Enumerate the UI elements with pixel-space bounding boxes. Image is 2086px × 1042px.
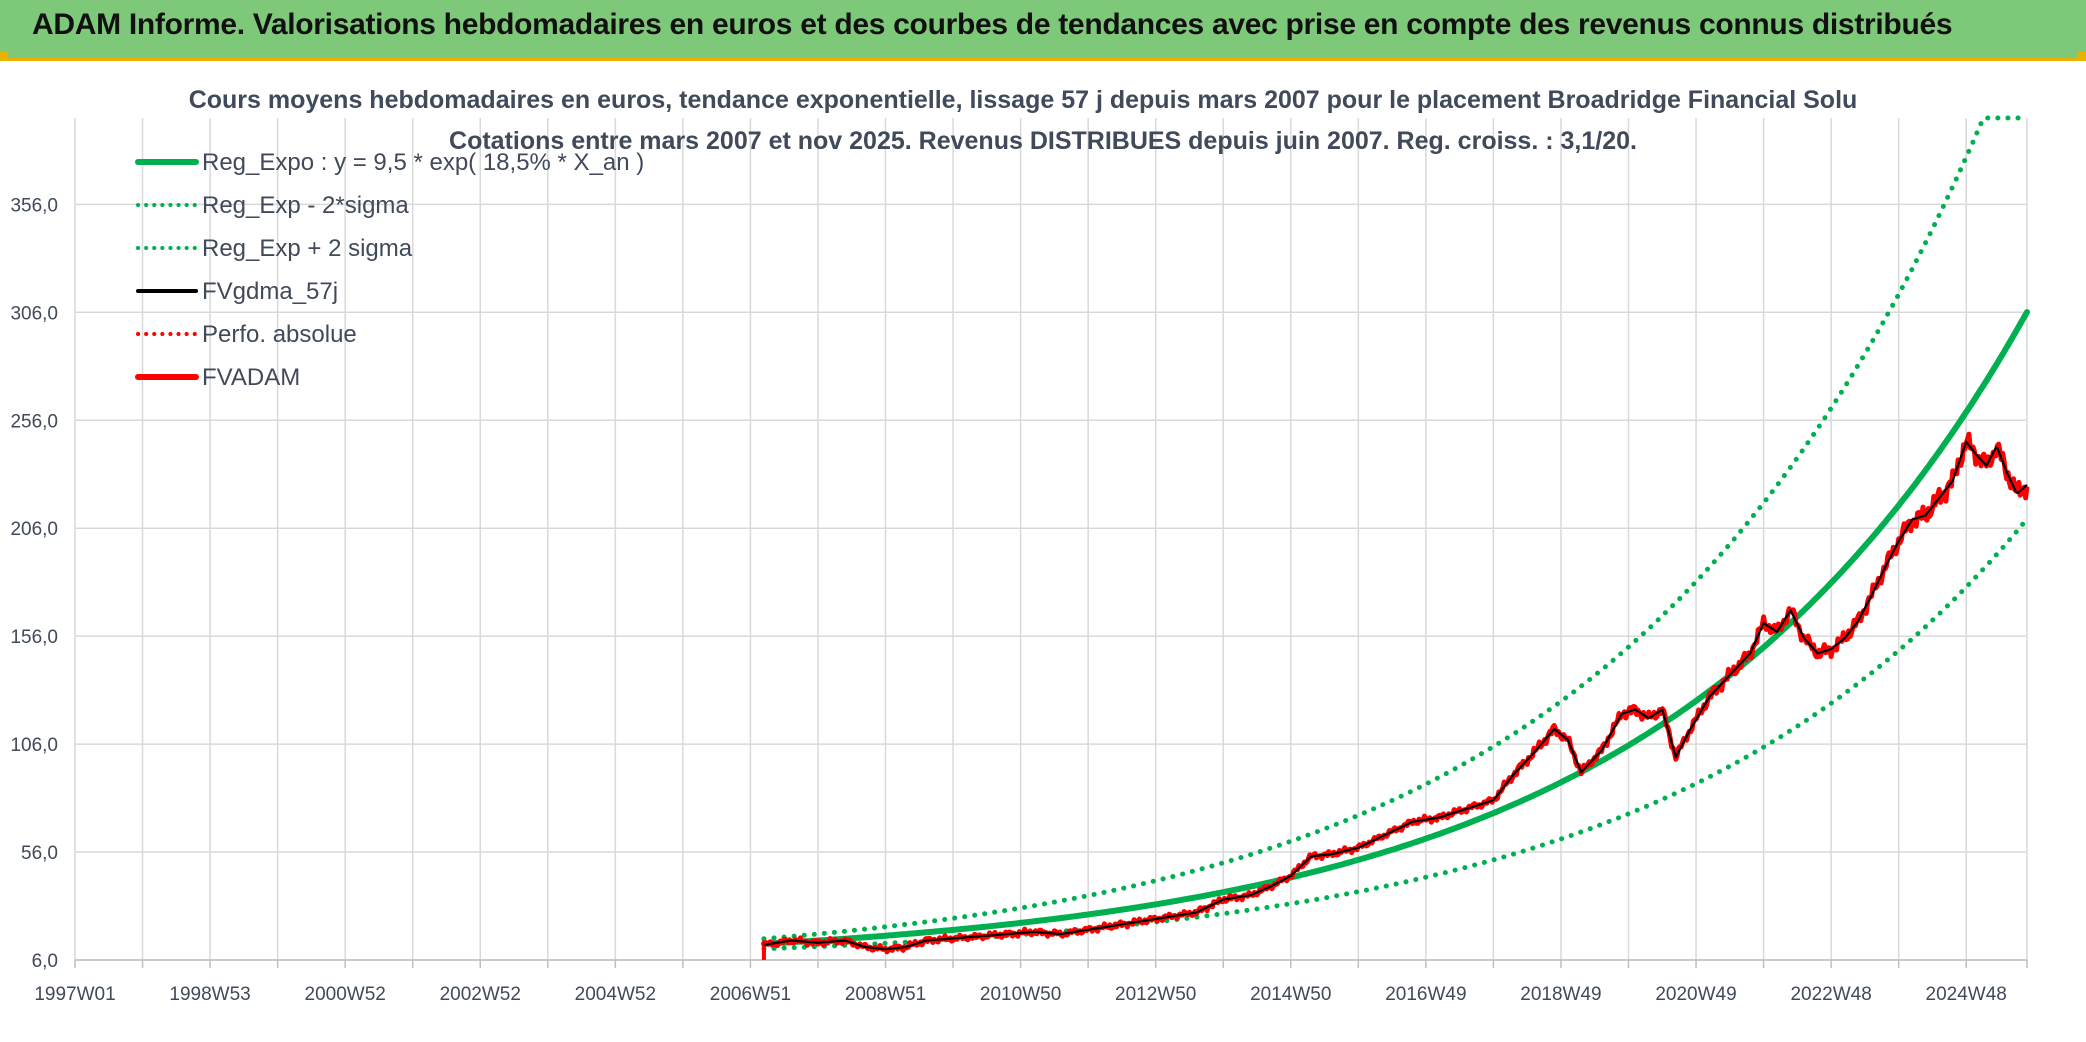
grid-lines — [74, 118, 2028, 961]
line-chart: 6,0 56,0 106,0 156,0 206,0 256,0 306,0 356,0 199… — [10, 86, 2030, 1005]
corner-accent-right — [2078, 52, 2086, 58]
y-tick-label: 56,0 — [21, 843, 58, 864]
y-tick-label: 306,0 — [10, 303, 58, 324]
y-tick-label: 256,0 — [10, 411, 58, 432]
corner-accent-left — [0, 52, 8, 58]
legend-label: FVgdma_57j — [202, 278, 338, 305]
x-tick-label: 2020W49 — [1655, 984, 1736, 1005]
x-tick-label: 2004W52 — [575, 984, 656, 1005]
chart-legend: Reg_Expo : y = 9,5 * exp( 18,5% * X_an )… — [135, 149, 644, 391]
x-tick-label: 2000W52 — [305, 984, 386, 1005]
series-fvgdma-57j — [763, 440, 2028, 951]
report-header: ADAM Informe. Valorisations hebdomadaire… — [0, 0, 2086, 61]
x-tick-label: 2012W50 — [1115, 984, 1196, 1005]
x-tick-label: 2018W49 — [1520, 984, 1601, 1005]
y-tick-label: 156,0 — [10, 627, 58, 648]
report-title: ADAM Informe. Valorisations hebdomadaire… — [32, 8, 1953, 41]
series-layer — [760, 115, 2030, 960]
y-tick-label: 356,0 — [10, 195, 58, 216]
y-tick-label: 106,0 — [10, 735, 58, 756]
x-tick-label: 1997W01 — [34, 984, 115, 1005]
legend-label: FVADAM — [202, 364, 300, 391]
x-tick-label: 2010W50 — [980, 984, 1061, 1005]
legend-label: Reg_Exp - 2*sigma — [202, 192, 409, 219]
series-reg-expo — [760, 309, 2030, 947]
x-tick-label: 2006W51 — [710, 984, 791, 1005]
x-tick-label: 1998W53 — [169, 984, 250, 1005]
axes: 6,0 56,0 106,0 156,0 206,0 256,0 306,0 356,0 199… — [10, 195, 2028, 1005]
legend-label: Reg_Expo : y = 9,5 * exp( 18,5% * X_an ) — [202, 149, 644, 176]
x-tick-label: 2016W49 — [1385, 984, 1466, 1005]
chart-subtitle: Cotations entre mars 2007 et nov 2025. R… — [449, 127, 1637, 155]
legend-label: Perfo. absolue — [202, 321, 357, 348]
x-tick-label: 2002W52 — [440, 984, 521, 1005]
x-tick-label: 2024W48 — [1926, 984, 2007, 1005]
x-tick-label: 2022W48 — [1790, 984, 1871, 1005]
y-tick-label: 6,0 — [32, 951, 58, 972]
x-tick-label: 2008W51 — [845, 984, 926, 1005]
chart-title: Cours moyens hebdomadaires en euros, ten… — [189, 86, 1858, 114]
chart-area: 6,0 56,0 106,0 156,0 206,0 256,0 306,0 356,0 199… — [0, 60, 2086, 1037]
series-reg-exp-plus-2-sigma — [761, 115, 2030, 942]
legend-label: Reg_Exp + 2 sigma — [202, 235, 413, 262]
x-tick-label: 2014W50 — [1250, 984, 1331, 1005]
y-tick-label: 206,0 — [10, 519, 58, 540]
